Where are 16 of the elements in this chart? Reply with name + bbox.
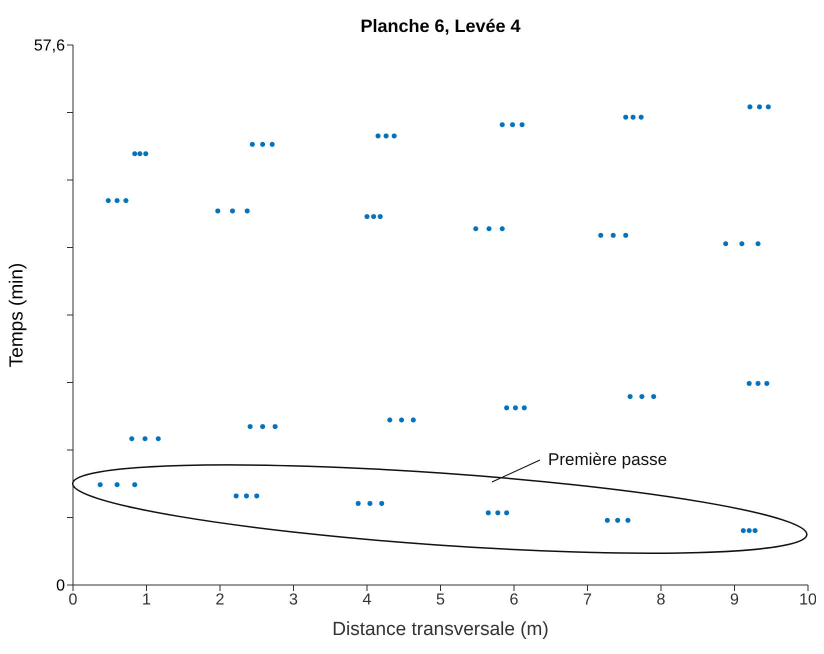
x-tick-label: 6 xyxy=(510,591,519,608)
x-tick-label: 1 xyxy=(142,591,152,608)
x-tick-label: 9 xyxy=(730,591,740,608)
x-tick-label: 8 xyxy=(656,591,666,608)
x-axis-title: Distance transversale (m) xyxy=(332,619,549,640)
x-tick-label: 10 xyxy=(799,591,817,608)
x-tick-label: 2 xyxy=(216,591,225,608)
x-tick-label: 3 xyxy=(289,591,298,608)
y-tick-label: 57,6 xyxy=(34,38,66,55)
x-tick-label: 5 xyxy=(436,591,446,608)
chart-title: Planche 6, Levée 4 xyxy=(359,16,522,37)
y-axis-title: Temps (min) xyxy=(6,262,28,368)
annotation: Première passe xyxy=(548,450,668,469)
x-tick-label: 0 xyxy=(68,591,78,608)
x-tick-label: 4 xyxy=(362,591,372,608)
x-tick-label: 7 xyxy=(583,591,592,608)
